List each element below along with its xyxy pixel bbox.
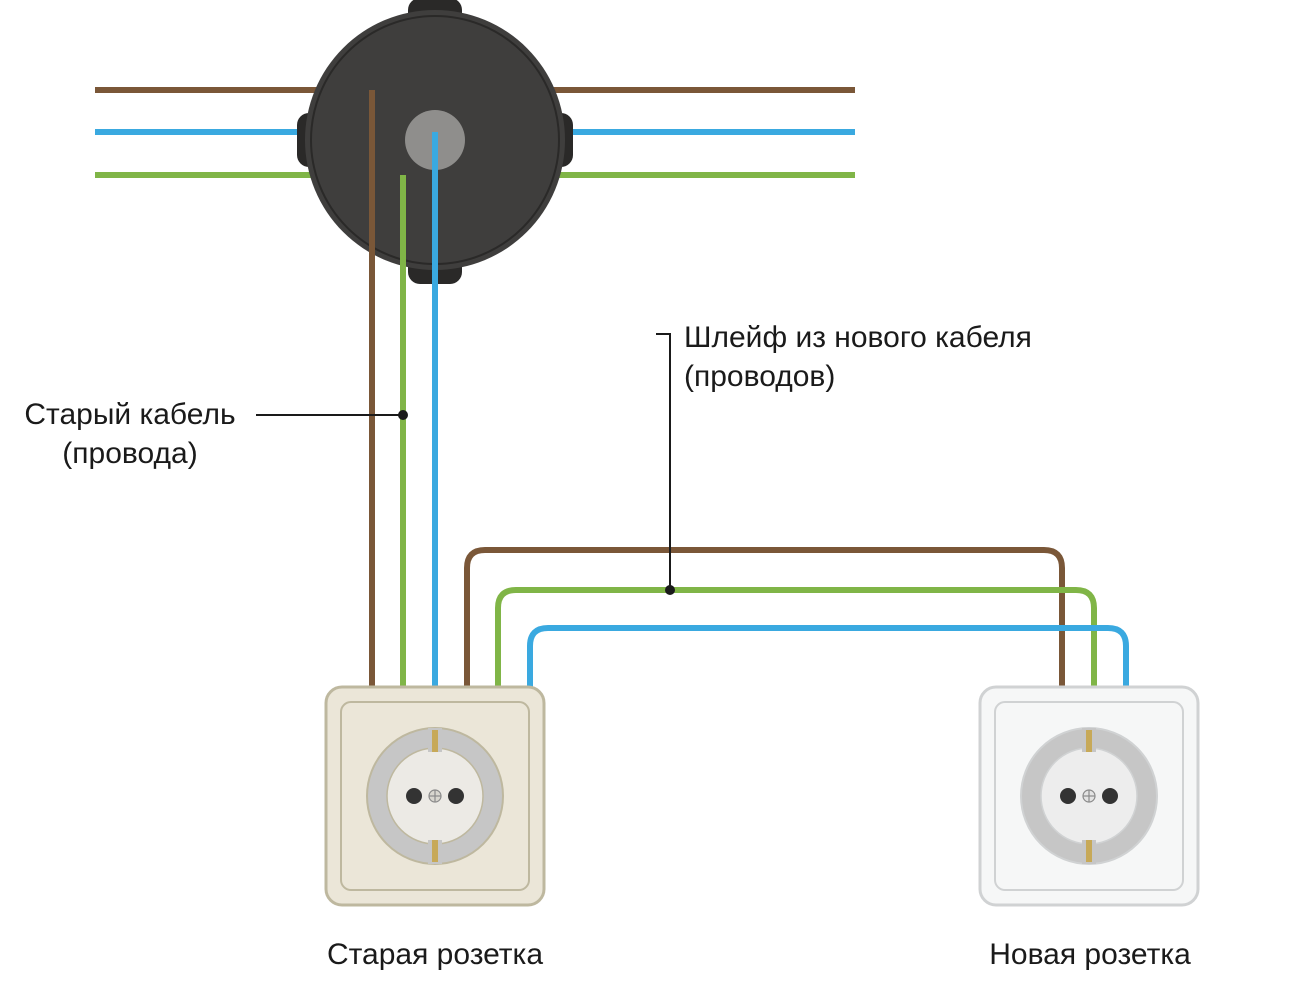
label-new-cable-line2: (проводов) — [684, 360, 835, 393]
callout-new-cable — [656, 334, 675, 595]
socket-new — [980, 687, 1198, 905]
label-old-cable: Старый кабель (провода) — [0, 395, 260, 473]
label-new-cable: Шлейф из нового кабеля (проводов) — [684, 318, 1300, 396]
wiring-diagram: Старый кабель (провода) Шлейф из нового … — [0, 0, 1300, 989]
label-new-socket: Новая розетка — [960, 935, 1220, 974]
socket-old — [326, 687, 544, 905]
wire-jumper-green — [498, 590, 1094, 700]
label-old-cable-line2: (провода) — [62, 437, 197, 470]
diagram-svg — [0, 0, 1300, 989]
label-old-socket: Старая розетка — [300, 935, 570, 974]
label-old-cable-line1: Старый кабель — [24, 398, 235, 431]
label-new-cable-line1: Шлейф из нового кабеля — [684, 321, 1032, 354]
callout-old-cable — [256, 410, 408, 420]
